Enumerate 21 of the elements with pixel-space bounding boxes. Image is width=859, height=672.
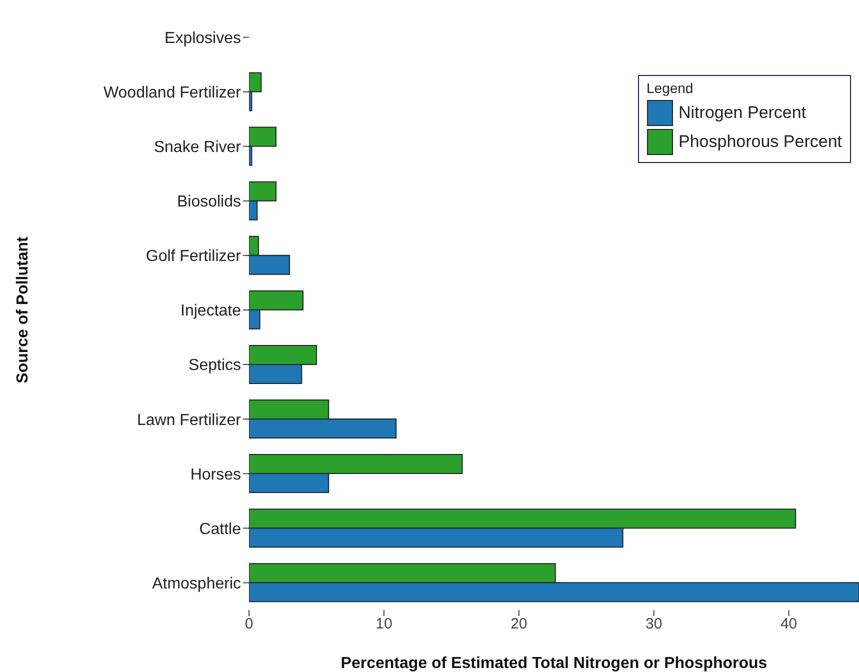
x-tick-label: 20	[510, 616, 528, 633]
x-tick-label: 0	[244, 616, 254, 633]
y-tick-label: Woodland Fertilizer	[103, 84, 242, 102]
y-tick-label: Explosives	[164, 30, 241, 47]
x-tick-label: 10	[376, 616, 392, 633]
y-tick-label: Injectate	[180, 302, 242, 320]
legend-label: Phosphorous Percent	[678, 130, 842, 152]
legend-label: Nitrogen Percent	[678, 102, 808, 124]
y-tick-label: Snake River	[154, 139, 242, 156]
y-tick-label: Lawn Fertilizer	[136, 412, 242, 429]
legend-title: Legend	[646, 80, 694, 96]
y-tick-label: Biosolids	[176, 194, 241, 211]
x-tick-label: 30	[646, 616, 662, 633]
y-tick-label: Horses	[190, 466, 241, 484]
y-tick-label: Septics	[188, 357, 241, 374]
y-tick-label: Golf Fertilizer	[146, 248, 242, 266]
y-axis-title: Source of Pollutant	[14, 236, 32, 384]
y-tick-label: Cattle	[199, 520, 242, 538]
x-axis-title: Percentage of Estimated Total Nitrogen or Phosphorous	[340, 655, 768, 672]
x-tick-label: 40	[780, 616, 798, 633]
y-tick-label: Atmospheric	[152, 575, 241, 592]
